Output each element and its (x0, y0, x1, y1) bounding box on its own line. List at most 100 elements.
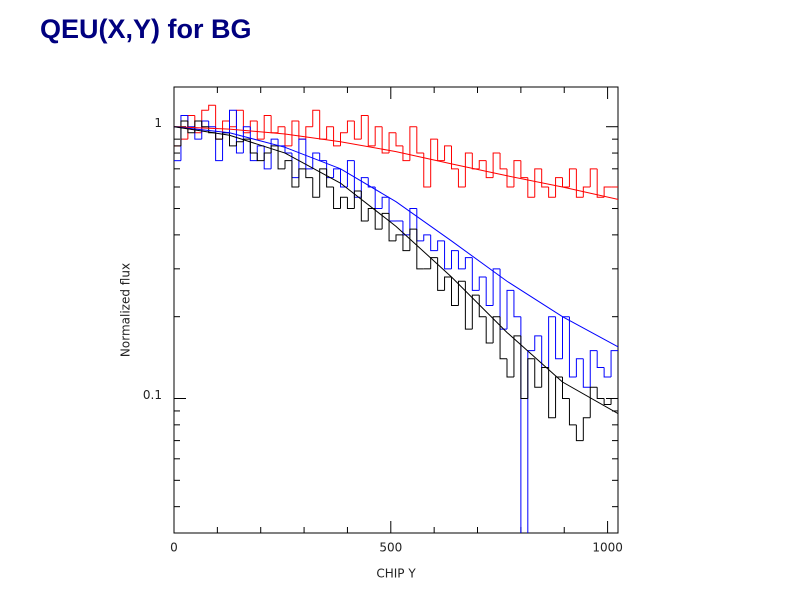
plot-frame (173, 86, 619, 534)
histogram-step (582, 186, 591, 198)
histogram-step (409, 126, 417, 161)
histogram-step (326, 168, 334, 188)
histogram-step (215, 132, 223, 140)
histogram-step (596, 350, 605, 369)
histogram-step (235, 141, 244, 146)
histogram-step (229, 120, 237, 128)
histogram-step (568, 398, 577, 426)
histogram-step (478, 160, 487, 169)
histogram-step (423, 234, 431, 241)
histogram-step (555, 376, 563, 418)
histogram-step (256, 153, 265, 162)
histogram-step (506, 358, 514, 378)
histogram-step (478, 295, 487, 318)
histogram-step (506, 168, 514, 188)
histogram-step (402, 220, 410, 236)
histogram-step (541, 168, 549, 188)
histogram-step (464, 257, 473, 269)
histogram-step (451, 276, 459, 306)
histogram-step (305, 168, 313, 179)
histogram-step (520, 335, 528, 400)
histogram-step (562, 316, 570, 359)
histogram-step (534, 335, 542, 351)
histogram-step (298, 138, 306, 178)
chart-title: QEU(X,Y) for BG (40, 14, 252, 44)
histogram-step (374, 208, 383, 230)
y-tick-label: 0.1 (143, 388, 162, 402)
histogram-step (471, 257, 480, 291)
histogram-step (409, 228, 417, 251)
histogram-step (180, 114, 188, 161)
histogram-step (270, 115, 279, 134)
histogram-step (520, 160, 528, 179)
histogram-step (610, 398, 618, 405)
histogram-step (208, 104, 216, 111)
histogram-step (367, 177, 376, 188)
histogram-step (575, 424, 584, 442)
fit-curve (174, 126, 618, 200)
histogram-step (582, 358, 591, 388)
histogram-step (242, 110, 251, 134)
histogram-step (263, 152, 272, 161)
fit-curve (174, 126, 618, 415)
histogram-step (541, 335, 549, 369)
histogram-step (409, 208, 417, 235)
histogram-step (492, 268, 501, 306)
histogram-step (291, 120, 299, 146)
histogram-step (319, 110, 327, 140)
histogram-step (416, 126, 424, 154)
histogram-step (229, 109, 237, 133)
histogram-step (471, 153, 480, 170)
y-tick-label: 1 (154, 116, 162, 130)
fit-curve (174, 126, 618, 348)
histogram-step (603, 367, 612, 378)
histogram-step (589, 168, 598, 188)
histogram-step (374, 126, 383, 146)
x-tick-label: 1000 (592, 541, 623, 555)
histogram-step (319, 153, 327, 162)
histogram-step (464, 152, 473, 188)
histogram-step (562, 177, 570, 188)
histogram-step (548, 316, 556, 368)
histogram-step (346, 197, 355, 210)
histogram-step (319, 168, 327, 198)
histogram-step (596, 168, 605, 198)
histogram-step (485, 276, 494, 306)
histogram-step (430, 138, 438, 188)
histogram-step (305, 126, 313, 140)
histogram-step (353, 120, 362, 140)
histogram-step (367, 208, 376, 221)
histogram-step (589, 350, 598, 388)
x-tick-label: 0 (170, 541, 178, 555)
histogram-step (478, 276, 487, 291)
histogram-step (229, 132, 237, 147)
histogram-step (444, 276, 452, 291)
histogram-step (235, 110, 244, 154)
histogram-step (222, 120, 230, 140)
histogram-step (457, 168, 466, 188)
histogram-step (464, 281, 473, 330)
histogram-step (589, 386, 598, 418)
histogram-step (575, 168, 584, 198)
histogram-step (499, 316, 507, 360)
histogram-step (527, 177, 535, 198)
histogram-step (346, 120, 355, 133)
histogram-step (582, 417, 591, 441)
histogram-step (444, 240, 452, 270)
histogram-step (201, 120, 209, 128)
histogram-step (555, 316, 563, 360)
histogram-step (340, 196, 348, 209)
histogram-step (575, 358, 584, 377)
histogram-step (457, 280, 466, 306)
histogram-step (451, 250, 459, 269)
histogram-step (499, 268, 507, 330)
histogram-step (541, 367, 549, 388)
histogram-step (381, 126, 390, 154)
histogram-step (360, 177, 369, 198)
histogram-step (527, 358, 535, 399)
histogram-step (249, 139, 258, 154)
x-axis-label: CHIP Y (376, 567, 416, 581)
histogram-step (568, 316, 577, 378)
